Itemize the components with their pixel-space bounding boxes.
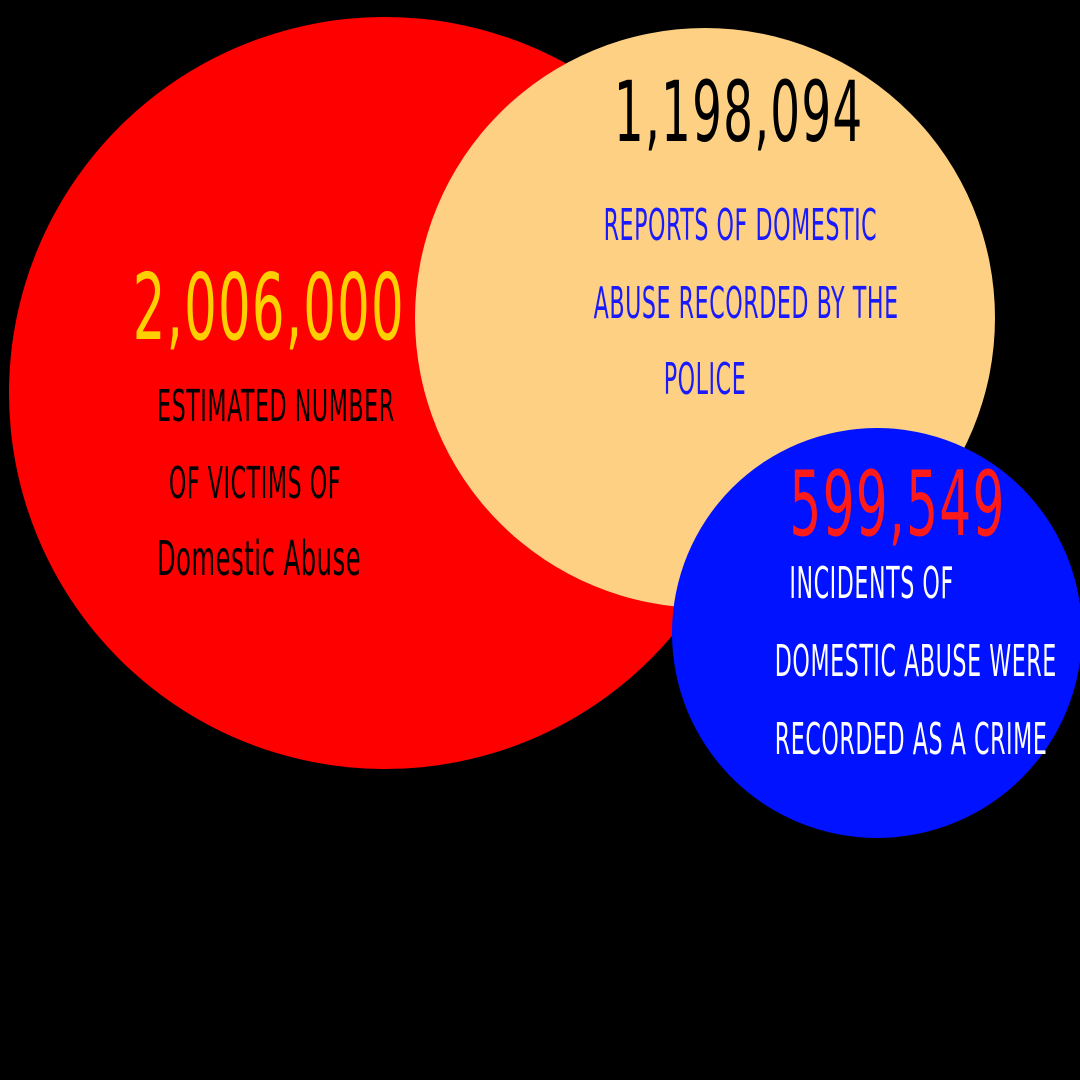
victims-count: 2,006,000 [132, 254, 405, 361]
crimes-count: 599,549 [789, 452, 1006, 557]
crimes-label-line-3: recorded as a crime [774, 714, 1048, 765]
victims-label-line-1: estimated number [157, 381, 395, 432]
victims-label-line-3: Domestic Abuse [157, 531, 362, 587]
crimes-label-line-2: domestic abuse were [774, 636, 1057, 687]
crimes-circle [672, 428, 1080, 838]
crimes-label-line-1: incidents of [789, 558, 954, 609]
reports-count: 1,198,094 [613, 63, 864, 161]
victims-label-line-2: of victims of [168, 458, 342, 509]
reports-label-line-2: abuse recorded by the [593, 278, 899, 329]
reports-label-line-1: reports of domestic [603, 200, 878, 251]
reports-label-line-3: police [663, 354, 747, 405]
